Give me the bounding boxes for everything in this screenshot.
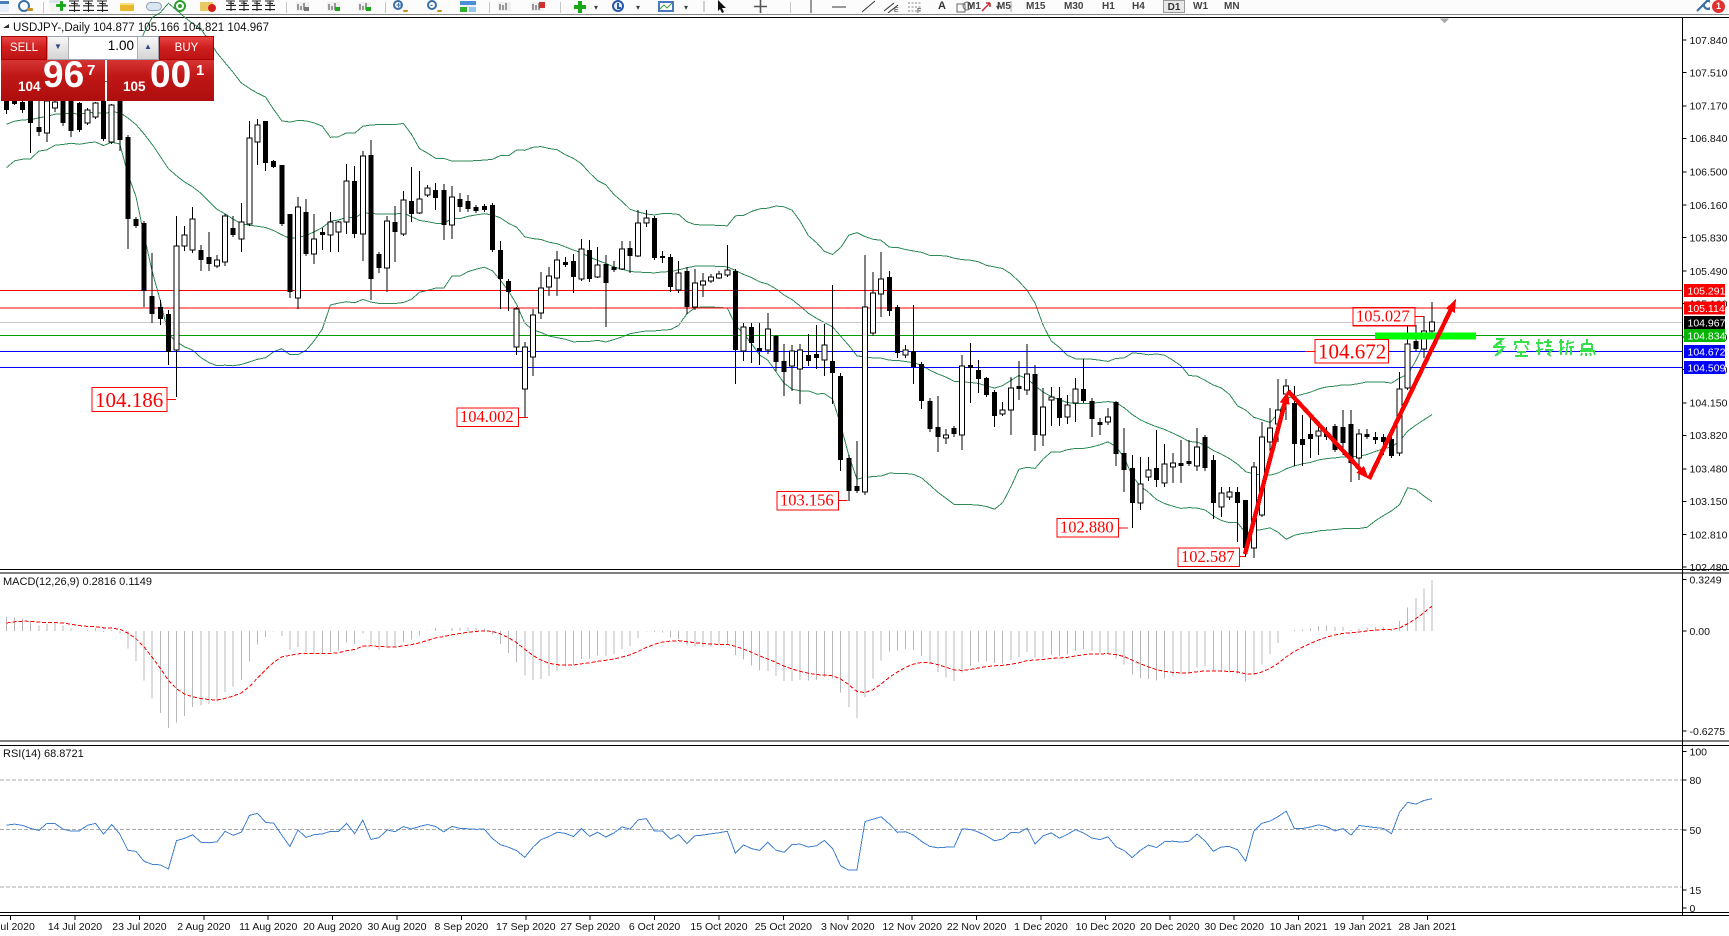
- svg-text:2 Aug 2020: 2 Aug 2020: [177, 921, 230, 933]
- svg-text:105.291: 105.291: [1688, 286, 1726, 298]
- svg-text:27 Sep 2020: 27 Sep 2020: [560, 921, 620, 933]
- svg-text:102.880: 102.880: [1060, 518, 1114, 537]
- svg-text:106.840: 106.840: [1690, 133, 1728, 145]
- svg-text:28 Jan 2021: 28 Jan 2021: [1398, 921, 1456, 933]
- svg-text:1 Jul 2020: 1 Jul 2020: [0, 921, 35, 933]
- svg-text:105.027: 105.027: [1356, 306, 1410, 325]
- svg-text:10 Jan 2021: 10 Jan 2021: [1270, 921, 1328, 933]
- svg-text:104.186: 104.186: [95, 388, 163, 412]
- svg-text:-0.6275: -0.6275: [1690, 726, 1726, 738]
- svg-text:MACD(12,26,9) 0.2816 0.1149: MACD(12,26,9) 0.2816 0.1149: [3, 576, 152, 588]
- svg-text:103.480: 103.480: [1690, 464, 1728, 476]
- svg-text:104.672: 104.672: [1688, 347, 1726, 359]
- svg-text:105.490: 105.490: [1690, 266, 1728, 278]
- svg-text:25 Oct 2020: 25 Oct 2020: [755, 921, 812, 933]
- svg-text:104.002: 104.002: [460, 407, 514, 426]
- svg-text:103.150: 103.150: [1690, 496, 1728, 508]
- svg-text:11 Aug 2020: 11 Aug 2020: [239, 921, 297, 933]
- svg-text:RSI(14) 68.8721: RSI(14) 68.8721: [3, 748, 84, 760]
- svg-text:15 Oct 2020: 15 Oct 2020: [690, 921, 747, 933]
- svg-text:17 Sep 2020: 17 Sep 2020: [496, 921, 556, 933]
- svg-text:19 Jan 2021: 19 Jan 2021: [1334, 921, 1392, 933]
- svg-text:USDJPY-,Daily 104.877 105.166: USDJPY-,Daily 104.877 105.166 104.821 10…: [13, 22, 269, 34]
- svg-text:3 Nov 2020: 3 Nov 2020: [821, 921, 875, 933]
- svg-text:F: F: [917, 8, 921, 13]
- svg-text:102.810: 102.810: [1690, 530, 1728, 542]
- svg-text:6 Oct 2020: 6 Oct 2020: [629, 921, 681, 933]
- svg-text:105.114: 105.114: [1688, 303, 1725, 315]
- svg-text:100: 100: [1690, 746, 1708, 758]
- svg-text:15: 15: [1690, 885, 1702, 897]
- svg-text:22 Nov 2020: 22 Nov 2020: [947, 921, 1007, 933]
- svg-text:104.672: 104.672: [1318, 340, 1386, 364]
- svg-text:14 Jul 2020: 14 Jul 2020: [48, 921, 102, 933]
- svg-text:E: E: [894, 7, 899, 13]
- svg-text:106.160: 106.160: [1690, 200, 1728, 212]
- svg-text:23 Jul 2020: 23 Jul 2020: [112, 921, 166, 933]
- svg-text:80: 80: [1690, 775, 1702, 787]
- svg-text:105.830: 105.830: [1690, 233, 1728, 245]
- svg-text:0.3249: 0.3249: [1690, 574, 1722, 586]
- svg-text:102.587: 102.587: [1181, 547, 1235, 566]
- svg-text:103.156: 103.156: [780, 491, 834, 510]
- svg-text:20 Aug 2020: 20 Aug 2020: [303, 921, 362, 933]
- svg-text:106.500: 106.500: [1690, 167, 1728, 179]
- svg-text:0.00: 0.00: [1690, 626, 1711, 638]
- svg-text:104.150: 104.150: [1690, 398, 1728, 410]
- svg-text:107.170: 107.170: [1690, 101, 1728, 113]
- svg-text:20 Dec 2020: 20 Dec 2020: [1140, 921, 1200, 933]
- svg-text:12 Nov 2020: 12 Nov 2020: [882, 921, 942, 933]
- svg-text:103.820: 103.820: [1690, 430, 1728, 442]
- svg-text:0: 0: [1690, 903, 1696, 915]
- svg-text:50: 50: [1690, 825, 1702, 837]
- svg-text:104.967: 104.967: [1688, 318, 1726, 330]
- svg-text:107.510: 107.510: [1690, 67, 1728, 79]
- svg-text:30 Dec 2020: 30 Dec 2020: [1204, 921, 1264, 933]
- svg-text:104.509: 104.509: [1688, 363, 1726, 375]
- svg-text:107.840: 107.840: [1690, 35, 1728, 47]
- svg-text:10 Dec 2020: 10 Dec 2020: [1076, 921, 1136, 933]
- svg-text:1 Dec 2020: 1 Dec 2020: [1014, 921, 1068, 933]
- svg-text:8 Sep 2020: 8 Sep 2020: [435, 921, 489, 933]
- svg-text:30 Aug 2020: 30 Aug 2020: [368, 921, 427, 933]
- svg-text:104.834: 104.834: [1688, 331, 1726, 343]
- svg-text:102.480: 102.480: [1690, 562, 1728, 574]
